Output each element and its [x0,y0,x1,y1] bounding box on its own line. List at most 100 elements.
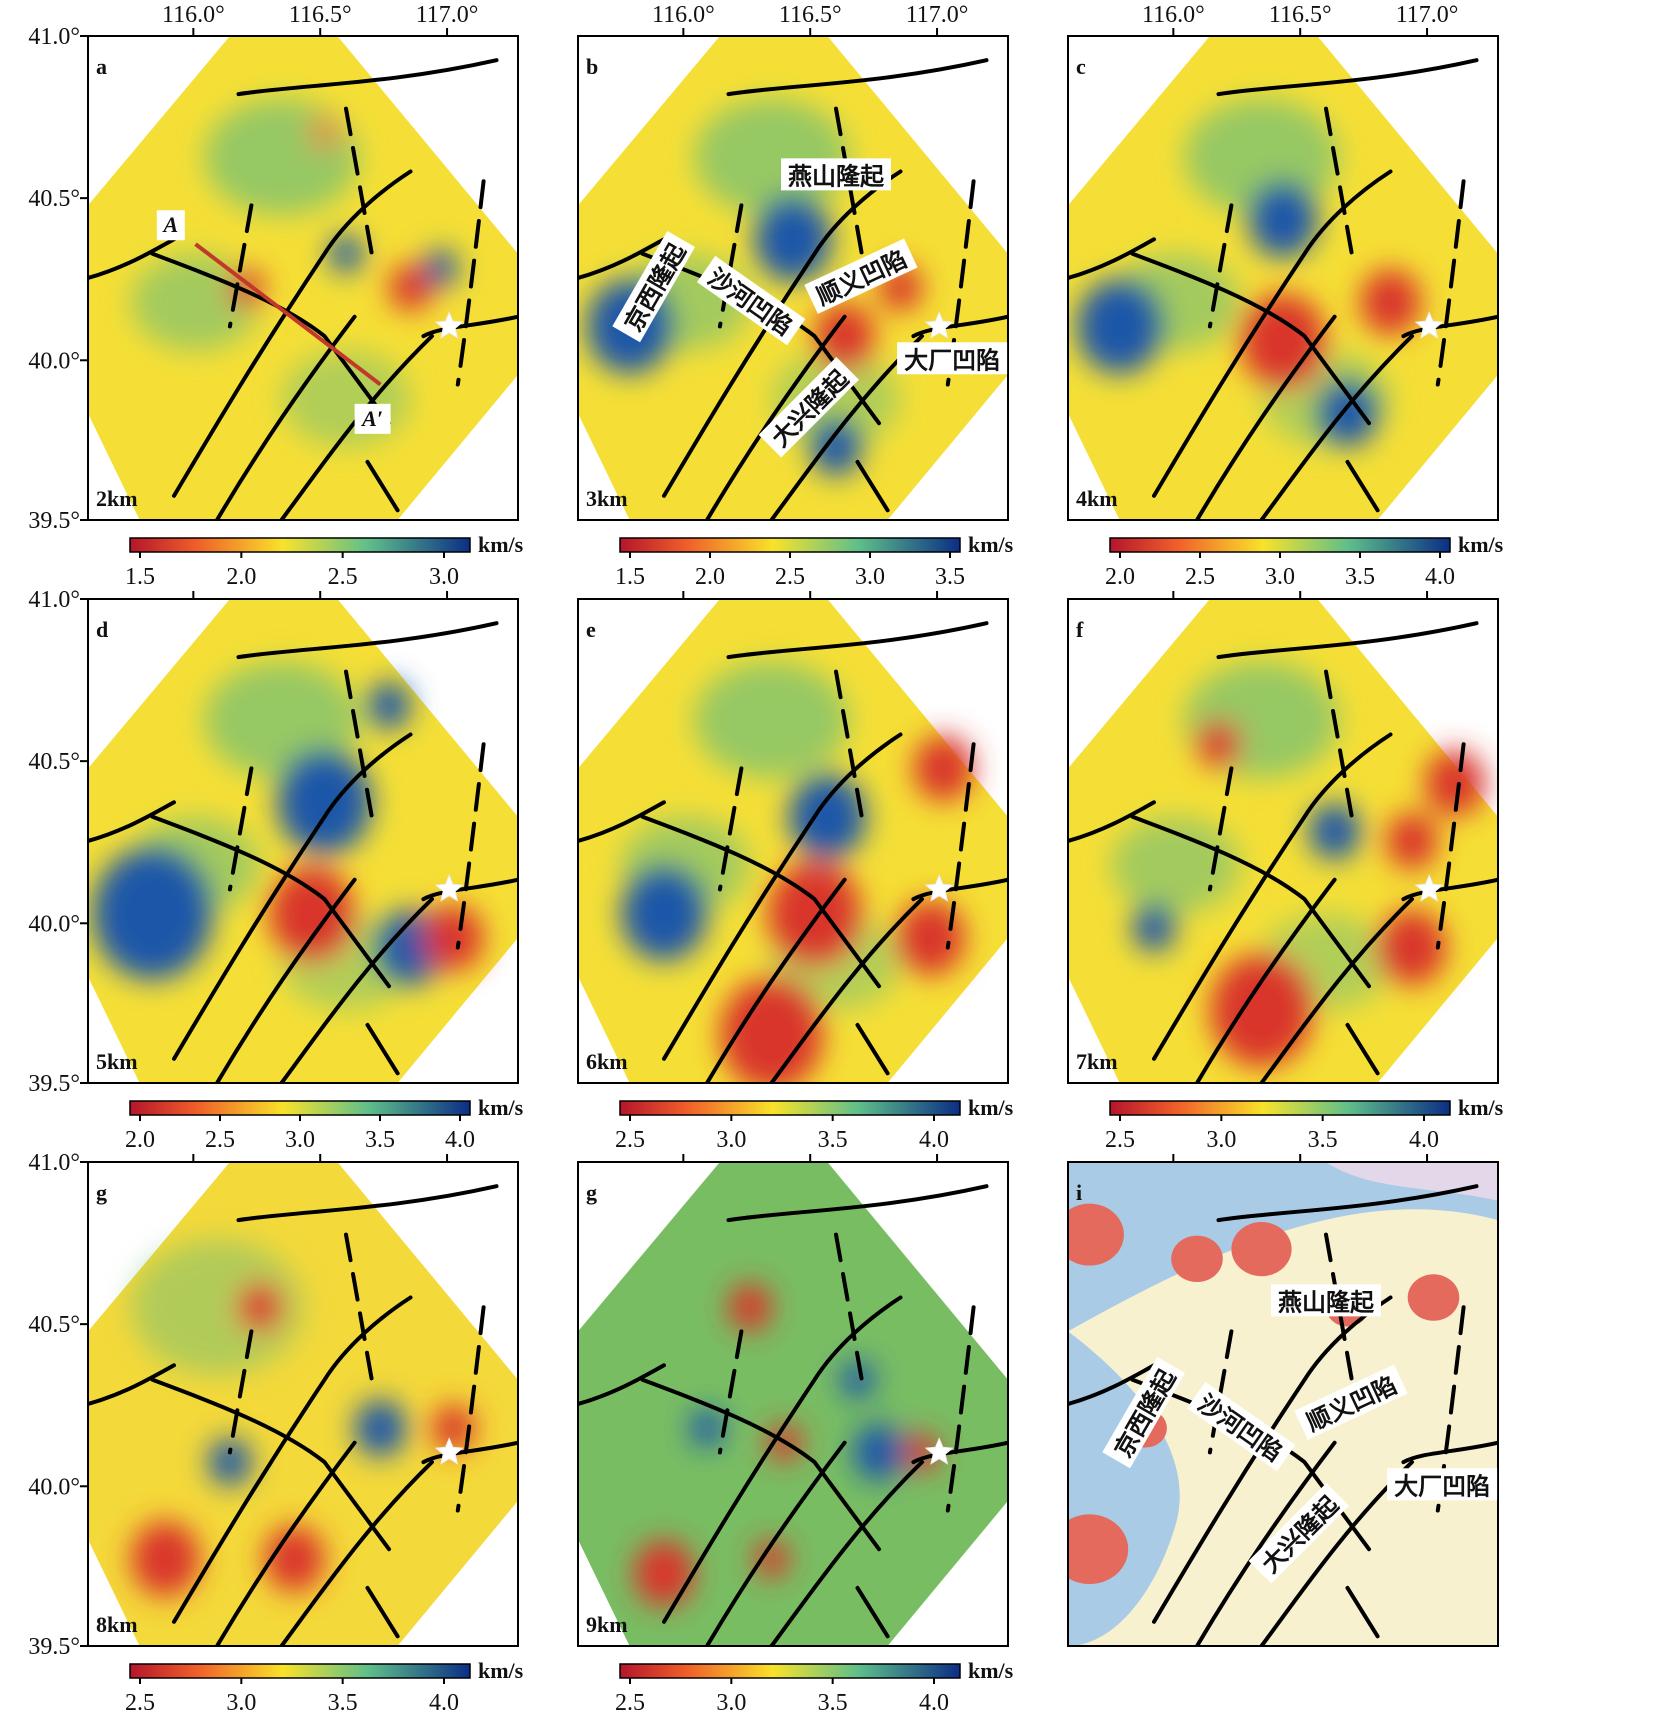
velocity-anomaly [814,302,875,370]
depth-label: 5km [96,1049,138,1074]
colorbar-tick-label: 2.0 [226,564,256,590]
colorbar [1109,1100,1451,1116]
velocity-anomaly [853,1424,905,1481]
tectonic-unit-label: 大厂凹陷 [1387,1468,1498,1501]
profile-label-a-prime: A′ [354,403,391,434]
svg-text:A′: A′ [360,406,383,431]
colorbar-tick-label: 4.0 [919,1127,949,1153]
velocity-anomaly [1424,749,1486,817]
colorbar [129,1663,471,1679]
fault-line [1195,314,1337,520]
inferred-fault-line [717,203,744,329]
lat-tick-label: 41.0° [28,24,80,50]
depth-label: 7km [1076,1049,1118,1074]
fault-line [705,1440,847,1646]
velocity-anomaly [277,750,372,855]
fault-line [1216,1184,1479,1223]
fault-line [662,732,903,1061]
depth-label: 2km [96,486,138,511]
velocity-map [88,1162,518,1646]
tectonic-unit-label: 大厂凹陷 [897,342,1008,375]
fault-line [1345,1022,1380,1076]
colorbar-tick-label: 2.5 [205,1127,235,1153]
velocity-anomaly [896,899,965,976]
fault-line [855,459,890,513]
lon-tick-label: 116.5° [1269,2,1332,28]
depth-label: 8km [96,1612,138,1637]
colorbar-tick-label: 2.5 [615,1690,645,1716]
colorbar-tick-label: 2.0 [1105,564,1135,590]
velocity-map [1068,36,1498,520]
epicenter-star-icon [1414,874,1444,902]
inferred-fault-line [834,669,864,819]
inferred-fault-line [1435,742,1466,950]
colorbar-tick-label: 4.0 [919,1690,949,1716]
panel-3: c 4km 2.0 2.5 3.0 3.5 4.0km/s [1067,28,1504,590]
fault-line [1259,334,1414,520]
lat-tick-label: 40.0° [28,911,80,937]
velocity-map [1068,599,1498,1083]
colorbar-tick-label: 2.5 [775,564,805,590]
inferred-fault-line [455,742,486,950]
fault-line [1068,1363,1156,1406]
lat-tick-label: 39.5° [28,1071,80,1097]
colorbar-unit: km/s [1458,1095,1504,1120]
velocity-anomaly [1377,909,1447,986]
colorbar [129,1100,471,1116]
svg-text:燕山隆起: 燕山隆起 [1278,1288,1375,1316]
fault-line [1195,1440,1337,1646]
fault-line [279,1460,434,1646]
fault-line [215,314,357,520]
velocity-anomaly [92,847,213,980]
velocity-anomaly [788,774,867,860]
fault-line [88,1363,176,1406]
colorbar-tick-label: 2.5 [1185,564,1215,590]
inferred-fault-line [834,1232,864,1382]
panel-frame [87,598,519,1084]
fault-line [1130,251,1371,426]
colorbar-tick-label: 3.5 [818,1127,848,1153]
fault-line [726,1184,989,1223]
fault-line [1345,1585,1380,1639]
lat-tick-label: 39.5° [28,508,80,534]
bedrock-unit [1068,1162,1498,1332]
panel-1: a 2km 1.5 2.0 2.5 3.0 km/s A A′ [80,28,524,590]
panel-letter: c [1076,54,1086,79]
velocity-anomaly [1308,802,1361,860]
colorbar-tick-label: 4.0 [445,1127,475,1153]
fault-line [705,877,847,1083]
velocity-anomaly [633,1540,695,1607]
panel-letter: g [586,1180,597,1205]
velocity-anomaly [389,264,432,312]
fault-line [578,237,666,280]
panel-letter: g [96,1180,107,1205]
fault-line [911,314,1008,339]
colorbar-tick-label: 3.0 [1206,1127,1236,1153]
velocity-anomaly [238,1283,282,1331]
velocity-anomaly [1132,904,1176,952]
igneous-unit [1231,1222,1292,1277]
panel-frame [577,598,1009,1084]
lat-tick-label: 40.0° [28,348,80,374]
inferred-fault-line [227,203,254,329]
profile-label-a: A [156,210,185,241]
lon-tick-label: 117.0° [1396,2,1459,28]
inferred-fault-line [1324,106,1354,256]
colorbar-tick-label: 3.0 [429,564,459,590]
profile-line [194,242,382,387]
inferred-fault-line [344,1232,374,1382]
fault-line [365,1585,400,1639]
inferred-fault-line [1324,669,1354,819]
depth-label: 9km [586,1612,628,1637]
velocity-anomaly [264,1525,325,1592]
epicenter-star-icon [924,1437,954,1465]
fault-line [911,1440,1008,1465]
colorbar [129,537,471,553]
lat-tick-label: 39.5° [28,1634,80,1660]
colorbar-tick-label: 3.0 [716,1127,746,1153]
tectonic-unit-label: 燕山隆起 [1271,1284,1381,1317]
fault-line [1195,877,1337,1083]
lat-tick-label: 40.5° [28,186,80,212]
